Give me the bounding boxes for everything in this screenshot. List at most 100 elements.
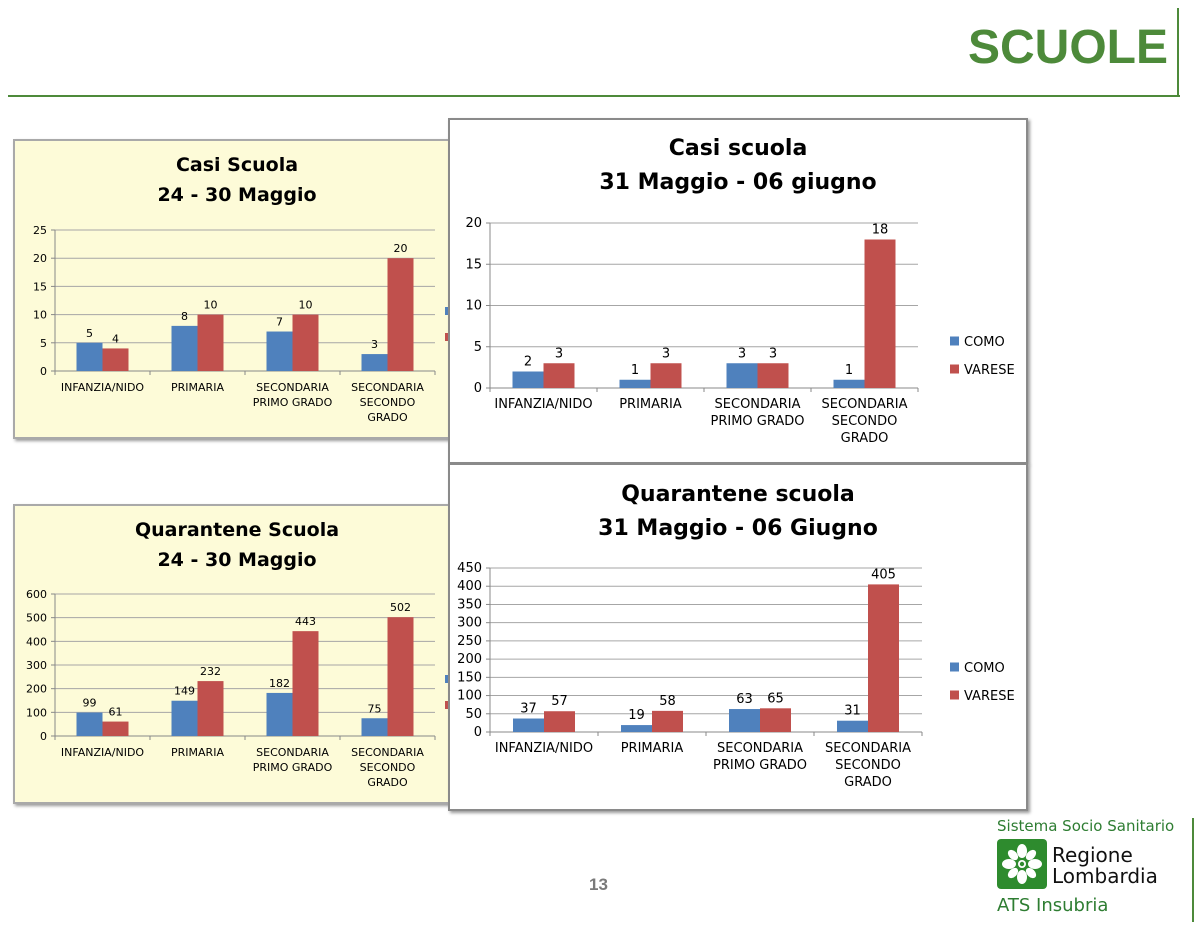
- category-label: PRIMARIA: [619, 397, 682, 412]
- y-tick-label: 50: [465, 707, 482, 722]
- y-tick-label: 450: [457, 561, 482, 576]
- y-tick-label: 0: [40, 365, 47, 378]
- chart-title: 24 - 30 Maggio: [157, 184, 316, 206]
- bar: [76, 342, 103, 371]
- data-label: 3: [555, 346, 563, 361]
- y-tick-label: 200: [457, 652, 482, 667]
- y-tick-label: 0: [40, 730, 47, 743]
- y-tick-label: 15: [465, 257, 482, 272]
- y-tick-label: 25: [33, 224, 47, 237]
- data-label: 3: [738, 346, 746, 361]
- chart-casi-24-30-maggio: Casi Scuola 24 - 30 Maggio 0 5 10 15 20 25 INFAN…: [13, 139, 461, 439]
- y-tick-label: 400: [457, 579, 482, 594]
- bar: [76, 712, 103, 736]
- data-label: 5: [86, 327, 93, 340]
- data-label: 65: [767, 691, 784, 706]
- legend-swatch: [950, 336, 959, 346]
- bar: [619, 379, 651, 388]
- bar: [171, 325, 198, 371]
- bar: [864, 239, 896, 388]
- data-label: 149: [174, 685, 195, 698]
- data-label: 2: [524, 355, 532, 370]
- data-label: 443: [295, 615, 316, 628]
- y-tick-label: 300: [26, 659, 47, 672]
- category-label: SECONDO: [360, 761, 416, 774]
- y-tick-label: 600: [26, 588, 47, 601]
- data-label: 1: [631, 363, 639, 378]
- category-label: SECONDARIA: [715, 397, 801, 412]
- y-tick-label: 20: [33, 252, 47, 265]
- chart-casi-31-maggio-06-giugno: Casi scuola 31 Maggio - 06 giugno 0 5 10 15 20…: [448, 118, 1028, 464]
- chart-title: Casi Scuola: [176, 154, 298, 176]
- data-label: 10: [299, 299, 313, 312]
- category-label: SECONDARIA: [256, 746, 329, 759]
- legend-label: COMO: [964, 661, 1005, 676]
- y-tick-label: 500: [26, 612, 47, 625]
- bar: [361, 718, 388, 736]
- bar: [102, 348, 129, 371]
- y-tick-label: 200: [26, 683, 47, 696]
- legend-swatch: [950, 364, 959, 374]
- chart-title: 31 Maggio - 06 giugno: [599, 170, 876, 195]
- data-label: 18: [872, 223, 889, 238]
- y-tick-label: 100: [457, 689, 482, 704]
- bar: [833, 379, 865, 388]
- chart-svg: Quarantene scuola 31 Maggio - 06 Giugno 0 5…: [457, 482, 1015, 790]
- y-tick-label: 400: [26, 635, 47, 648]
- chart-svg: Casi Scuola 24 - 30 Maggio 0 5 10 15 20 25 INFAN…: [33, 154, 451, 424]
- bar: [726, 363, 758, 388]
- data-label: 4: [112, 332, 119, 345]
- data-label: 8: [181, 310, 188, 323]
- category-label: PRIMO GRADO: [253, 761, 333, 774]
- title-divider: [8, 95, 1180, 97]
- data-label: 75: [368, 702, 382, 715]
- data-label: 37: [520, 702, 537, 717]
- data-label: 57: [551, 694, 568, 709]
- logo-region-text: Regione Lombardia: [1052, 845, 1158, 887]
- category-label: INFANZIA/NIDO: [61, 381, 144, 394]
- data-label: 63: [736, 692, 753, 707]
- category-label: GRADO: [841, 431, 889, 446]
- logo-divider: [1192, 818, 1194, 922]
- bar: [387, 617, 414, 736]
- category-label: SECONDARIA: [351, 746, 424, 759]
- y-tick-label: 350: [457, 597, 482, 612]
- category-label: SECONDARIA: [822, 397, 908, 412]
- bar: [197, 681, 224, 736]
- data-label: 1: [845, 363, 853, 378]
- category-label: GRADO: [844, 775, 892, 790]
- bar: [837, 720, 868, 732]
- category-label: SECONDARIA: [351, 381, 424, 394]
- logo-region-line1: Regione: [1052, 843, 1133, 867]
- chart-svg: Quarantene Scuola 24 - 30 Maggio 0 100 200 30…: [26, 519, 451, 789]
- chart-title: Casi scuola: [669, 136, 808, 161]
- slide-title: SCUOLE: [967, 21, 1168, 74]
- bar: [512, 371, 544, 388]
- y-tick-label: 0: [474, 725, 482, 740]
- chart-quarantene-24-30-maggio: Quarantene Scuola 24 - 30 Maggio 0 100 200 30…: [13, 504, 461, 804]
- data-label: 58: [659, 694, 676, 709]
- logo-system-text: Sistema Socio Sanitario: [997, 817, 1175, 835]
- bar: [650, 363, 682, 388]
- bar: [361, 354, 388, 371]
- category-label: PRIMARIA: [621, 741, 684, 756]
- bar: [544, 711, 575, 732]
- category-label: INFANZIA/NIDO: [494, 397, 592, 412]
- category-label: INFANZIA/NIDO: [495, 741, 593, 756]
- category-label: SECONDO: [360, 396, 416, 409]
- data-label: 3: [769, 346, 777, 361]
- bar: [868, 584, 899, 732]
- logo-agency-text: ATS Insubria: [997, 895, 1109, 916]
- bar: [757, 363, 789, 388]
- y-tick-label: 100: [26, 706, 47, 719]
- y-tick-label: 250: [457, 634, 482, 649]
- data-label: 502: [390, 601, 411, 614]
- category-label: SECONDARIA: [717, 741, 803, 756]
- bar: [621, 725, 652, 732]
- bar: [387, 258, 414, 371]
- data-label: 20: [394, 242, 408, 255]
- data-label: 232: [200, 665, 221, 678]
- data-label: 182: [269, 677, 290, 690]
- bar: [292, 314, 319, 371]
- legend-swatch: [950, 690, 959, 700]
